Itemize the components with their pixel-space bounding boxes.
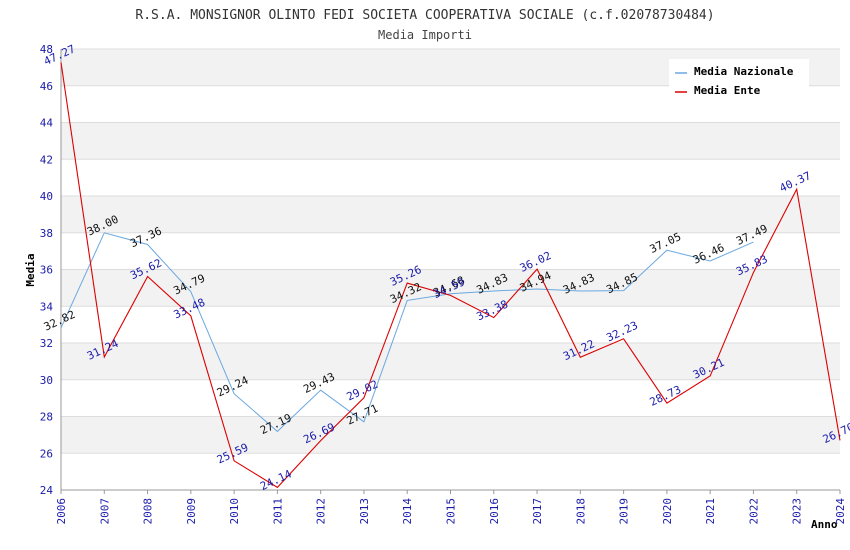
x-tick-label: 2018 [574, 498, 587, 525]
y-tick-label: 28 [40, 411, 53, 424]
x-tick-label: 2008 [142, 498, 155, 525]
legend-label-media-nazionale: Media Nazionale [694, 65, 794, 78]
data-label: 36.46 [691, 241, 727, 267]
x-tick-label: 2010 [228, 498, 241, 525]
legend-label-media-ente: Media Ente [694, 84, 761, 97]
data-label: 32.23 [604, 319, 640, 345]
y-tick-label: 48 [40, 43, 53, 56]
x-tick-label: 2006 [55, 498, 68, 525]
x-tick-label: 2016 [488, 498, 501, 525]
legend: Media Nazionale Media Ente [669, 59, 809, 99]
x-axis-label: Anno [811, 518, 838, 531]
y-tick-label: 24 [40, 484, 54, 497]
y-tick-label: 42 [40, 153, 53, 166]
y-tick-label: 36 [40, 264, 53, 277]
x-axis-ticks: 2006 2007 2008 2009 2010 2011 2012 2013 2014 2015… [55, 490, 847, 525]
x-tick-label: 2019 [618, 498, 631, 525]
x-tick-label: 2017 [531, 498, 544, 525]
x-tick-label: 2011 [271, 498, 284, 525]
grid-band [61, 269, 840, 307]
grid-band [61, 343, 840, 380]
data-label: 24.14 [258, 467, 294, 493]
series-lines [60, 62, 841, 489]
grid-band [61, 196, 840, 233]
x-tick-label: 2020 [661, 498, 674, 525]
y-tick-label: 30 [40, 374, 53, 387]
x-tick-label: 2015 [445, 498, 458, 525]
legend-box [669, 59, 809, 99]
y-axis-ticks: 24 26 28 30 32 34 36 38 40 42 44 46 48 [40, 43, 54, 497]
chart-title: R.S.A. MONSIGNOR OLINTO FEDI SOCIETA COO… [135, 8, 714, 23]
series-line-media-ente [60, 62, 841, 489]
data-label: 28.73 [648, 383, 684, 409]
chart-subtitle: Media Importi [378, 28, 472, 42]
y-tick-label: 38 [40, 227, 53, 240]
y-tick-label: 32 [40, 337, 53, 350]
grid-band [61, 416, 840, 454]
x-tick-label: 2009 [185, 498, 198, 525]
x-tick-label: 2024 [834, 498, 847, 525]
grid-band [61, 122, 840, 160]
y-tick-label: 40 [40, 190, 53, 203]
x-tick-label: 2022 [747, 498, 760, 525]
series-line-media-nazionale [60, 232, 754, 433]
x-tick-label: 2021 [704, 498, 717, 525]
x-tick-label: 2023 [791, 498, 804, 525]
x-tick-label: 2013 [358, 498, 371, 525]
y-tick-label: 34 [40, 300, 54, 313]
x-tick-label: 2012 [315, 498, 328, 525]
y-tick-label: 26 [40, 447, 53, 460]
x-tick-label: 2007 [98, 498, 111, 525]
x-tick-label: 2014 [401, 498, 414, 525]
y-tick-label: 46 [40, 80, 53, 93]
y-axis-label: Media [24, 253, 37, 286]
y-tick-label: 44 [40, 117, 54, 130]
